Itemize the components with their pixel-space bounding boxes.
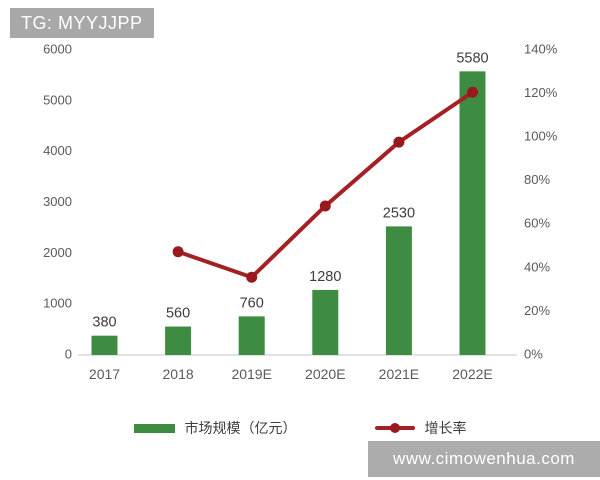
x-axis-label: 2021E: [379, 366, 419, 382]
watermark-text: www.cimowenhua.com: [393, 449, 575, 468]
y-axis-left-tick: 5000: [43, 92, 72, 107]
bar-value-label: 1280: [309, 269, 341, 285]
x-axis-label: 2017: [89, 366, 120, 382]
bar-swatch-icon: [133, 423, 175, 433]
x-axis-label: 2022E: [452, 366, 492, 382]
bar-2022E: [459, 71, 486, 355]
y-axis-right-tick: 80%: [524, 172, 550, 187]
combo-chart-plot: 0 1000 2000 3000 4000 5000 6000 0% 20% 40% 60% 80% 1…: [43, 41, 558, 382]
bar-2017: [91, 335, 118, 355]
x-axis-label: 2020E: [305, 366, 345, 382]
line-swatch-icon: [374, 423, 415, 433]
x-axis-label: 2018: [163, 366, 194, 382]
growth-point-2020E: [319, 200, 331, 212]
bar-2019E: [238, 316, 265, 355]
y-axis-left-tick: 3000: [43, 194, 72, 209]
legend-label-market-size: 市场规模（亿元）: [184, 420, 297, 436]
legend-label-growth-rate: 增长率: [424, 420, 467, 436]
legend-item-market-size: 市场规模（亿元）: [133, 418, 297, 438]
bar-2018: [165, 326, 192, 355]
bar-value-label: 380: [92, 315, 116, 331]
chart-legend: 市场规模（亿元） 增长率: [0, 416, 600, 440]
growth-point-2021E: [393, 136, 405, 148]
y-axis-right-tick: 100%: [524, 129, 558, 144]
y-axis-right-tick: 60%: [524, 216, 550, 231]
legend-item-growth-rate: 增长率: [374, 418, 467, 438]
y-axis-right-tick: 140%: [524, 41, 558, 56]
line-marker-dot-icon: [389, 423, 400, 433]
bar-value-label: 760: [240, 295, 264, 311]
y-axis-left-tick: 2000: [43, 245, 72, 260]
growth-rate-line: [176, 90, 475, 280]
growth-point-2019E: [246, 271, 258, 283]
growth-point-2022E: [467, 86, 478, 98]
y-axis-left-tick: 1000: [43, 296, 72, 311]
source-tag-badge: TG: MYYJJPP: [10, 8, 154, 38]
bar-value-label: 5580: [456, 50, 488, 66]
y-axis-left-tick: 6000: [43, 41, 72, 56]
y-axis-right-tick: 120%: [524, 85, 558, 100]
x-axis-label: 2019E: [231, 366, 271, 382]
watermark-banner: www.cimowenhua.com: [368, 441, 600, 477]
bar-2020E: [312, 289, 339, 355]
y-axis-right-tick: 20%: [524, 303, 550, 318]
growth-point-2018: [172, 246, 184, 258]
y-axis-right-tick: 40%: [524, 259, 550, 274]
y-axis-right-tick: 0%: [524, 346, 543, 361]
y-axis-left-tick: 0: [65, 346, 72, 361]
bar-value-label: 2530: [383, 205, 415, 221]
bar-2021E: [385, 226, 412, 355]
bar-value-label: 560: [166, 306, 190, 322]
y-axis-left-tick: 4000: [43, 143, 72, 158]
